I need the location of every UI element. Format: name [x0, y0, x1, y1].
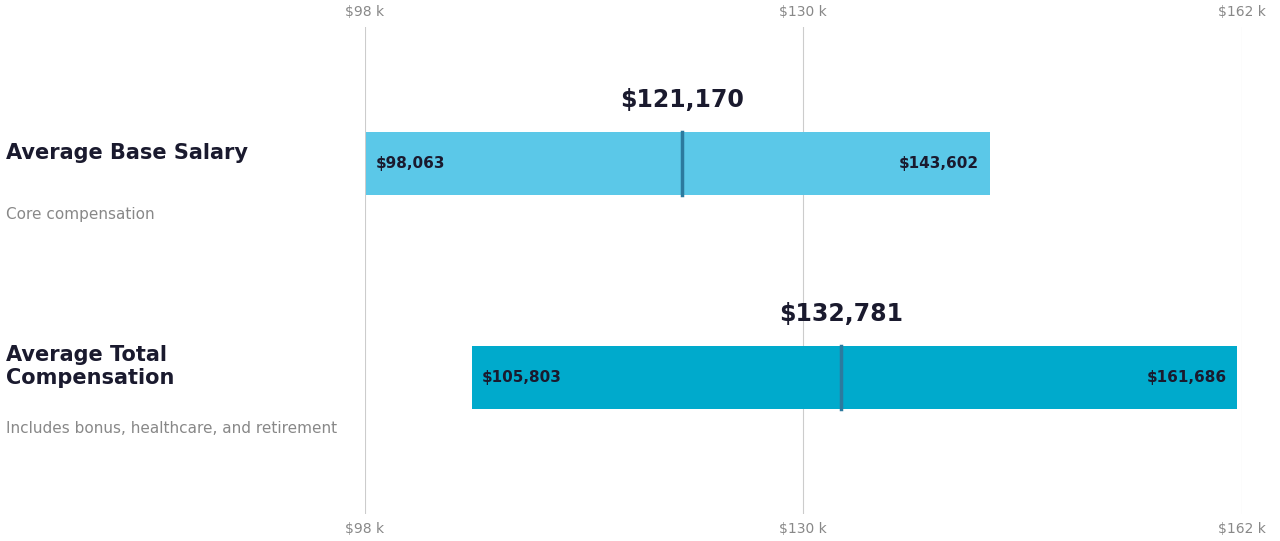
Text: Average Total
Compensation: Average Total Compensation [6, 345, 175, 388]
Text: Core compensation: Core compensation [6, 207, 155, 222]
Text: $132,781: $132,781 [780, 302, 904, 326]
Text: Average Base Salary: Average Base Salary [6, 143, 248, 162]
Text: $121,170: $121,170 [621, 88, 744, 113]
Text: $161,686: $161,686 [1147, 370, 1226, 385]
Bar [366, 131, 989, 195]
Text: $105,803: $105,803 [483, 370, 562, 385]
Text: $98,063: $98,063 [376, 156, 445, 171]
Bar [472, 346, 1238, 409]
Text: Includes bonus, healthcare, and retirement: Includes bonus, healthcare, and retireme… [6, 421, 338, 436]
Text: $143,602: $143,602 [899, 156, 979, 171]
